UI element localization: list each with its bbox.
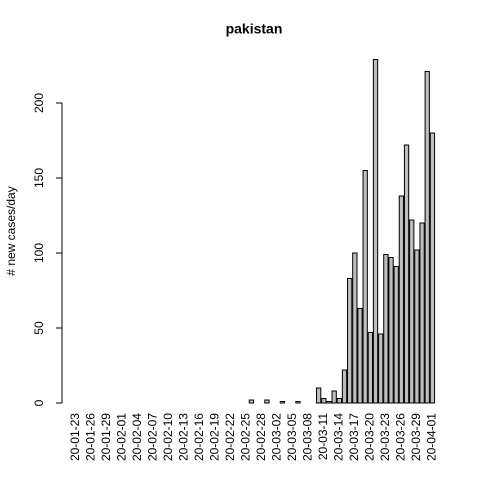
- x-tick-label: 20-03-02: [269, 413, 283, 461]
- bar: [357, 308, 363, 404]
- bar: [372, 59, 379, 404]
- y-tick-label: 100: [32, 243, 46, 263]
- bar: [321, 398, 327, 404]
- bar: [378, 333, 384, 404]
- bar: [393, 266, 399, 404]
- x-tick-label: 20-01-23: [68, 413, 82, 461]
- bar: [419, 222, 425, 404]
- x-tick-label: 20-02-04: [130, 413, 144, 461]
- x-tick-label: 20-03-20: [363, 413, 377, 461]
- x-tick-label: 20-03-26: [394, 413, 408, 461]
- bar: [388, 257, 394, 404]
- bar: [279, 401, 286, 404]
- bar: [362, 170, 368, 404]
- x-tick-label: 20-02-01: [114, 413, 128, 461]
- x-tick-label: 20-01-26: [83, 413, 97, 461]
- x-tick-label: 20-02-28: [254, 413, 268, 461]
- bar: [352, 252, 358, 404]
- bar: [429, 132, 436, 404]
- x-tick-label: 20-02-25: [238, 413, 252, 461]
- bar: [383, 254, 389, 404]
- bar: [367, 332, 374, 404]
- x-tick-label: 20-03-08: [300, 413, 314, 461]
- x-tick-label: 20-01-29: [99, 413, 113, 461]
- bar: [341, 369, 348, 404]
- bar: [315, 387, 322, 404]
- bar: [336, 398, 342, 404]
- x-tick-label: 20-02-13: [176, 413, 190, 461]
- x-tick-label: 20-02-19: [207, 413, 221, 461]
- x-tick-label: 20-03-05: [285, 413, 299, 461]
- bar: [264, 399, 270, 404]
- bar: [414, 249, 420, 404]
- chart-title: pakistan: [226, 21, 283, 37]
- x-tick-label: 20-02-10: [161, 413, 175, 461]
- bar: [326, 401, 332, 404]
- x-tick-label: 20-03-11: [316, 413, 330, 460]
- x-tick-label: 20-03-23: [378, 413, 392, 461]
- bar: [424, 71, 430, 404]
- x-tick-label: 20-02-22: [223, 413, 237, 461]
- bar: [403, 144, 410, 404]
- bar: [409, 219, 415, 404]
- bar: [331, 390, 337, 404]
- y-tick-label: 150: [32, 168, 46, 188]
- x-tick-label: 20-02-07: [145, 413, 159, 461]
- x-tick-label: 20-03-14: [332, 413, 346, 461]
- y-tick-label: 50: [32, 321, 46, 335]
- bar: [248, 399, 255, 404]
- x-tick-label: 20-04-01: [425, 413, 439, 461]
- bar: [295, 401, 301, 404]
- bar: [347, 278, 353, 404]
- y-axis-label: # new cases/day: [4, 186, 18, 275]
- y-tick-label: 200: [32, 93, 46, 113]
- x-tick-label: 20-03-17: [347, 413, 361, 461]
- x-tick-label: 20-02-16: [192, 413, 206, 461]
- x-tick-label: 20-03-29: [409, 413, 423, 461]
- bar: [398, 195, 405, 404]
- y-tick-label: 0: [32, 399, 46, 406]
